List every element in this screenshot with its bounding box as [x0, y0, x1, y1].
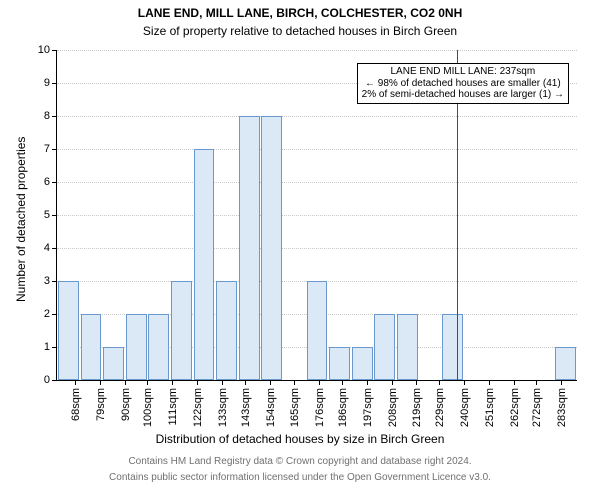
y-tick-mark	[52, 380, 57, 381]
x-tick-label: 262sqm	[509, 388, 521, 427]
x-tick-label: 186sqm	[337, 388, 349, 427]
y-tick-mark	[52, 215, 57, 216]
x-tick-mark	[125, 380, 126, 385]
gridline	[57, 215, 577, 216]
histogram-bar	[171, 281, 192, 380]
annotation-box: LANE END MILL LANE: 237sqm ← 98% of deta…	[357, 63, 569, 104]
annotation-line-3: 2% of semi-detached houses are larger (1…	[362, 89, 564, 101]
y-tick-label: 6	[26, 176, 50, 188]
histogram-bar	[239, 116, 260, 380]
x-tick-label: 79sqm	[95, 388, 107, 421]
y-tick-label: 1	[26, 341, 50, 353]
y-tick-mark	[52, 182, 57, 183]
histogram-bar	[216, 281, 237, 380]
footer-line-1: Contains HM Land Registry data © Crown c…	[0, 456, 600, 467]
histogram-bar	[81, 314, 102, 380]
property-size-chart: LANE END, MILL LANE, BIRCH, COLCHESTER, …	[0, 0, 600, 500]
gridline	[57, 182, 577, 183]
x-tick-label: 229sqm	[434, 388, 446, 427]
histogram-bar	[397, 314, 418, 380]
y-tick-mark	[52, 116, 57, 117]
x-tick-mark	[100, 380, 101, 385]
x-tick-label: 154sqm	[265, 388, 277, 427]
annotation-line-1: LANE END MILL LANE: 237sqm	[362, 66, 564, 78]
x-tick-mark	[367, 380, 368, 385]
x-tick-label: 240sqm	[459, 388, 471, 427]
x-tick-label: 208sqm	[387, 388, 399, 427]
x-tick-label: 272sqm	[531, 388, 543, 427]
x-tick-mark	[392, 380, 393, 385]
histogram-bar	[58, 281, 79, 380]
x-tick-mark	[489, 380, 490, 385]
annotation-line-2: ← 98% of detached houses are smaller (41…	[362, 78, 564, 90]
x-tick-mark	[294, 380, 295, 385]
histogram-bar	[555, 347, 576, 380]
y-tick-label: 3	[26, 275, 50, 287]
x-tick-label: 165sqm	[289, 388, 301, 427]
x-tick-label: 176sqm	[314, 388, 326, 427]
x-tick-mark	[75, 380, 76, 385]
gridline	[57, 116, 577, 117]
y-tick-label: 4	[26, 242, 50, 254]
y-tick-label: 9	[26, 77, 50, 89]
y-tick-label: 8	[26, 110, 50, 122]
x-tick-label: 100sqm	[142, 388, 154, 427]
x-tick-label: 197sqm	[362, 388, 374, 427]
y-tick-mark	[52, 281, 57, 282]
x-tick-mark	[536, 380, 537, 385]
x-tick-label: 251sqm	[484, 388, 496, 427]
histogram-bar	[442, 314, 463, 380]
x-tick-label: 111sqm	[167, 388, 179, 426]
y-tick-mark	[52, 314, 57, 315]
x-tick-label: 133sqm	[217, 388, 229, 427]
histogram-bar	[148, 314, 169, 380]
x-tick-label: 68sqm	[70, 388, 82, 421]
gridline	[57, 149, 577, 150]
x-tick-label: 143sqm	[240, 388, 252, 427]
histogram-bar	[103, 347, 124, 380]
footer-line-2: Contains public sector information licen…	[0, 472, 600, 483]
x-tick-mark	[147, 380, 148, 385]
x-tick-mark	[439, 380, 440, 385]
x-tick-mark	[561, 380, 562, 385]
x-tick-mark	[464, 380, 465, 385]
y-tick-label: 0	[26, 374, 50, 386]
y-tick-label: 10	[26, 44, 50, 56]
x-tick-mark	[342, 380, 343, 385]
y-tick-mark	[52, 149, 57, 150]
x-tick-label: 90sqm	[120, 388, 132, 421]
histogram-bar	[374, 314, 395, 380]
plot-area: LANE END MILL LANE: 237sqm ← 98% of deta…	[56, 50, 577, 381]
x-axis-label: Distribution of detached houses by size …	[0, 432, 600, 446]
x-tick-mark	[514, 380, 515, 385]
histogram-bar	[329, 347, 350, 380]
x-tick-label: 283sqm	[556, 388, 568, 427]
x-tick-mark	[319, 380, 320, 385]
chart-title: LANE END, MILL LANE, BIRCH, COLCHESTER, …	[0, 6, 600, 20]
chart-subtitle: Size of property relative to detached ho…	[0, 24, 600, 38]
x-tick-mark	[416, 380, 417, 385]
y-tick-mark	[52, 347, 57, 348]
y-tick-label: 2	[26, 308, 50, 320]
gridline	[57, 248, 577, 249]
gridline	[57, 50, 577, 51]
x-tick-mark	[222, 380, 223, 385]
histogram-bar	[194, 149, 215, 380]
y-tick-label: 5	[26, 209, 50, 221]
histogram-bar	[307, 281, 328, 380]
y-tick-mark	[52, 83, 57, 84]
x-tick-mark	[270, 380, 271, 385]
x-tick-label: 219sqm	[411, 388, 423, 427]
histogram-bar	[261, 116, 282, 380]
y-tick-label: 7	[26, 143, 50, 155]
x-tick-label: 122sqm	[192, 388, 204, 427]
x-tick-mark	[172, 380, 173, 385]
histogram-bar	[352, 347, 373, 380]
x-tick-mark	[245, 380, 246, 385]
x-tick-mark	[197, 380, 198, 385]
histogram-bar	[126, 314, 147, 380]
y-tick-mark	[52, 248, 57, 249]
y-tick-mark	[52, 50, 57, 51]
